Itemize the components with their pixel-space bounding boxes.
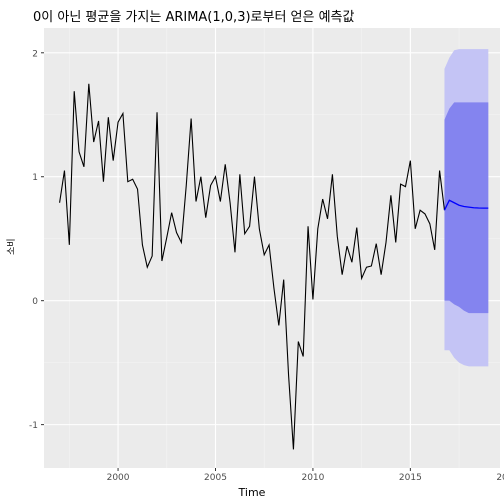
y-tick-label: -1 — [29, 421, 38, 431]
x-tick-label: 2020 — [496, 473, 504, 483]
y-tick-label: 2 — [32, 49, 38, 59]
x-axis-label: Time — [238, 486, 266, 499]
y-axis-ticks: -1 0 1 2 — [29, 49, 44, 431]
x-tick-label: 2005 — [204, 473, 227, 483]
prediction-band-80 — [444, 102, 489, 314]
observed-series-line — [59, 83, 446, 450]
x-tick-label: 2000 — [107, 473, 130, 483]
forecast-mean-line — [443, 199, 489, 211]
y-tick-label: 0 — [32, 297, 38, 307]
y-axis-label: 소비 — [7, 238, 17, 255]
x-tick-label: 2010 — [301, 473, 324, 483]
chart-title: 0이 아닌 평균을 가지는 ARIMA(1,0,3)로부터 얻은 예측값 — [33, 10, 355, 25]
plot-panel — [44, 28, 500, 468]
x-axis-ticks: 2000 2005 2010 2015 2020 — [107, 468, 504, 483]
x-tick-label: 2015 — [399, 473, 422, 483]
major-gridlines — [44, 28, 500, 468]
y-tick-label: 1 — [32, 173, 38, 183]
minor-gridlines — [44, 28, 500, 468]
